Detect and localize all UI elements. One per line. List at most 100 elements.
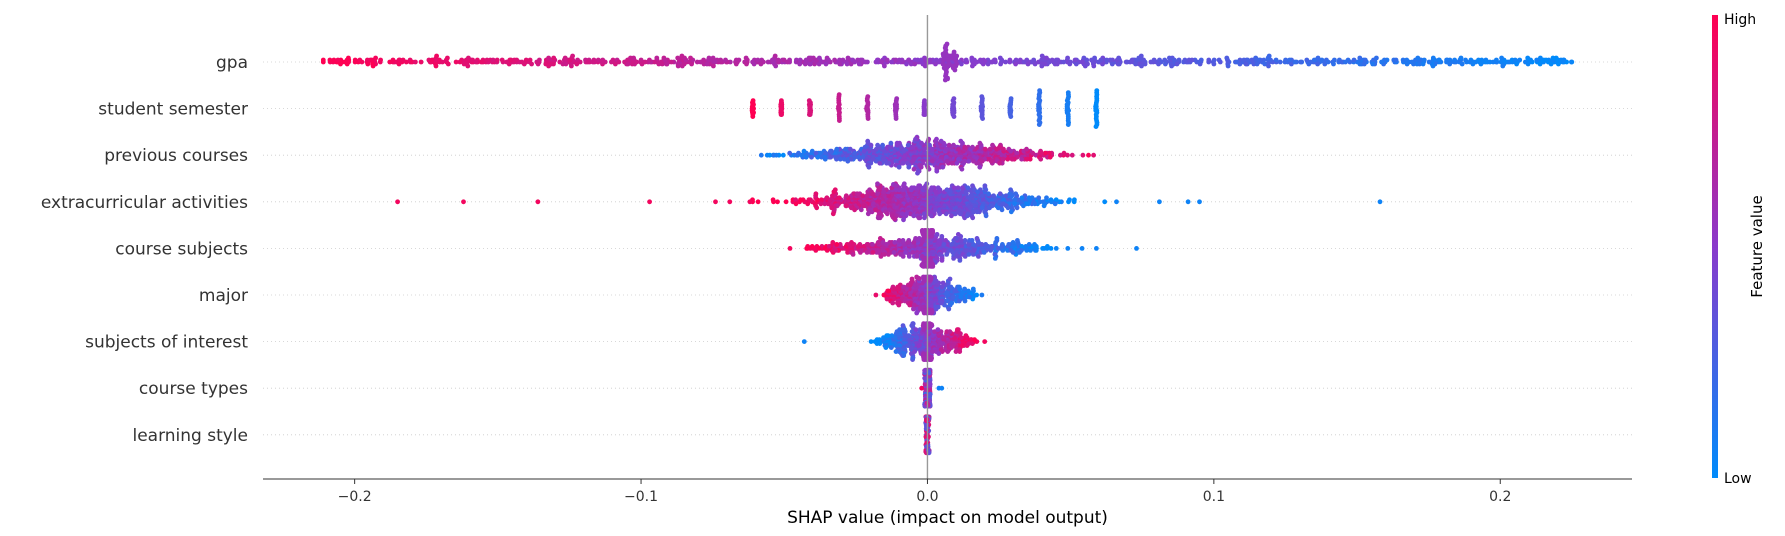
shap-point — [870, 191, 876, 197]
shap-point — [1013, 61, 1018, 67]
shap-point — [378, 57, 383, 63]
shap-point — [977, 164, 983, 170]
shap-point — [837, 242, 843, 247]
shap-point — [675, 63, 681, 69]
shap-point — [1237, 61, 1243, 67]
shap-point — [966, 252, 972, 257]
shap-point — [365, 61, 371, 67]
shap-point — [939, 349, 945, 354]
shap-point — [970, 183, 975, 189]
shap-point — [832, 57, 837, 63]
shap-point — [1094, 246, 1099, 251]
shap-point — [1569, 59, 1574, 65]
shap-point — [945, 349, 951, 354]
shap-point — [956, 156, 961, 162]
shap-point — [934, 168, 940, 174]
shap-point — [946, 63, 951, 69]
shap-point — [1021, 203, 1026, 209]
shap-point — [1041, 203, 1047, 209]
shap-point — [744, 61, 749, 67]
shap-point — [967, 294, 972, 300]
shap-point — [836, 195, 842, 201]
shap-point — [457, 59, 463, 65]
shap-point — [900, 238, 906, 243]
shap-point — [327, 57, 333, 63]
shap-point — [1483, 59, 1488, 65]
shap-point — [966, 288, 971, 294]
shap-point — [1163, 61, 1168, 67]
shap-point — [1014, 205, 1020, 211]
shap-point — [979, 205, 985, 211]
shap-point — [1452, 57, 1457, 63]
shap-point — [809, 244, 815, 249]
shap-point — [1091, 152, 1096, 158]
shap-point — [899, 211, 905, 217]
shap-point — [1036, 102, 1041, 107]
shap-point — [1447, 57, 1453, 63]
shap-point — [999, 244, 1005, 249]
shap-point — [939, 284, 945, 290]
shap-point — [1032, 201, 1038, 207]
shap-point — [1266, 53, 1272, 59]
colorbar-low-label: Low — [1724, 471, 1752, 487]
shap-point — [774, 152, 779, 158]
shap-point — [962, 254, 968, 259]
shap-point — [1093, 104, 1098, 109]
shap-point — [892, 216, 897, 222]
shap-point — [654, 55, 660, 61]
shap-point — [918, 164, 924, 170]
x-tick-label: 0.2 — [1489, 489, 1511, 505]
shap-point — [1151, 57, 1157, 63]
shap-point — [992, 256, 998, 261]
x-tick-label: −0.1 — [624, 489, 658, 505]
shap-point — [1420, 61, 1426, 67]
shap-point — [1298, 59, 1303, 65]
shap-point — [910, 158, 915, 164]
shap-point — [958, 294, 964, 300]
shap-point — [1243, 61, 1249, 67]
shap-point — [921, 228, 927, 234]
shap-point — [1174, 61, 1180, 67]
shap-point — [1169, 63, 1174, 69]
shap-point — [689, 61, 694, 67]
shap-point — [914, 254, 920, 259]
shap-point — [1027, 156, 1033, 162]
shap-point — [1325, 59, 1331, 65]
shap-point — [994, 236, 1000, 241]
shap-point — [896, 238, 902, 243]
shap-point — [944, 290, 950, 296]
shap-point — [951, 49, 957, 55]
shap-point — [1058, 152, 1063, 158]
shap-point — [959, 343, 965, 348]
shap-point — [969, 55, 975, 61]
shap-point — [985, 61, 991, 67]
shap-point — [1005, 205, 1011, 211]
shap-point — [949, 300, 955, 306]
shap-point — [675, 55, 681, 61]
shap-point — [1500, 63, 1506, 69]
shap-point — [999, 207, 1005, 213]
shap-point — [964, 248, 970, 253]
shap-point — [465, 63, 471, 69]
shap-point — [1024, 57, 1030, 63]
shap-point — [805, 201, 811, 207]
shap-point — [881, 189, 887, 195]
shap-point — [933, 189, 939, 195]
x-axis-ticks: −0.2 −0.1 0.0 0.1 0.2 — [338, 479, 1511, 505]
shap-point — [1331, 61, 1336, 67]
shap-point — [787, 150, 793, 156]
shap-point — [1052, 201, 1058, 207]
shap-point — [1415, 55, 1421, 61]
shap-point — [1197, 199, 1202, 205]
shap-point — [969, 238, 975, 243]
feature-label: gpa — [216, 53, 248, 73]
shap-point — [916, 276, 922, 281]
shap-point — [921, 112, 927, 117]
shap-point — [743, 55, 749, 61]
shap-point — [845, 55, 851, 61]
shap-point — [970, 215, 976, 221]
shap-point — [484, 57, 490, 63]
shap-point — [939, 300, 944, 306]
shap-point — [817, 150, 823, 156]
shap-point — [727, 199, 733, 205]
